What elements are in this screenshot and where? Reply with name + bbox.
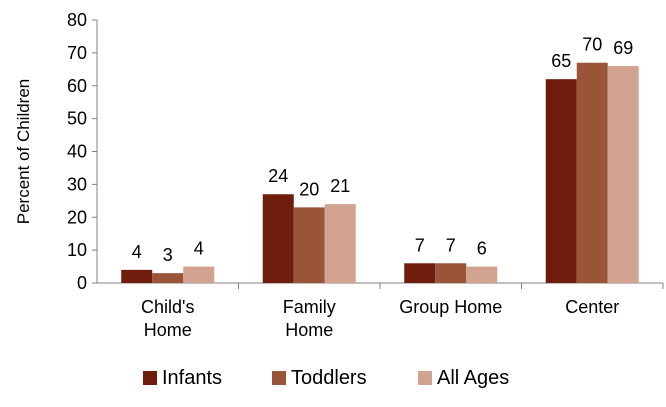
axes: 0 10 20 30 40 50 60 70 80 Percent of Children Chil… <box>14 10 664 340</box>
data-label: 7 <box>415 235 425 255</box>
x-tick-label: Group Home <box>399 297 502 317</box>
bar <box>576 62 608 283</box>
data-label: 65 <box>551 51 571 71</box>
legend-swatch <box>143 371 157 385</box>
data-label: 69 <box>613 38 633 58</box>
y-tick-label: 10 <box>67 240 87 260</box>
y-tick-label: 70 <box>67 43 87 63</box>
legend-label: Infants <box>162 367 222 389</box>
bar <box>404 263 436 283</box>
x-tick-label: Center <box>565 297 619 317</box>
bars <box>121 62 639 284</box>
legend: Infants Toddlers All Ages <box>143 367 509 389</box>
bar <box>466 266 498 283</box>
y-tick-label: 0 <box>77 273 87 293</box>
data-label: 6 <box>477 239 487 259</box>
y-tick-label: 80 <box>67 10 87 30</box>
bar <box>152 273 184 283</box>
data-labels: 4 3 4 24 20 21 7 7 6 65 70 69 <box>132 35 634 265</box>
y-tick-label: 50 <box>67 109 87 129</box>
bar <box>435 263 467 283</box>
data-label: 4 <box>132 242 142 262</box>
data-label: 3 <box>163 245 173 265</box>
y-axis-title: Percent of Children <box>14 79 33 225</box>
y-tick-label: 20 <box>67 207 87 227</box>
data-label: 20 <box>299 179 319 199</box>
x-tick-label: Home <box>144 320 192 340</box>
data-label: 24 <box>268 166 288 186</box>
bar <box>293 207 325 283</box>
data-label: 4 <box>194 239 204 259</box>
data-label: 21 <box>330 176 350 196</box>
legend-swatch <box>418 371 432 385</box>
y-tick-label: 30 <box>67 174 87 194</box>
y-tick-label: 40 <box>67 142 87 162</box>
bar <box>262 194 294 283</box>
bar <box>183 266 215 283</box>
bar <box>607 66 639 284</box>
bar <box>545 79 577 283</box>
bar <box>121 269 153 283</box>
data-label: 70 <box>582 35 602 55</box>
x-tick-label: Home <box>285 320 333 340</box>
x-tick-label: Child's <box>141 297 194 317</box>
bar <box>324 204 356 283</box>
legend-swatch <box>272 371 286 385</box>
data-label: 7 <box>446 235 456 255</box>
x-tick-label: Family <box>283 297 336 317</box>
legend-label: All Ages <box>437 367 509 389</box>
y-tick-label: 60 <box>67 76 87 96</box>
legend-label: Toddlers <box>291 367 367 389</box>
